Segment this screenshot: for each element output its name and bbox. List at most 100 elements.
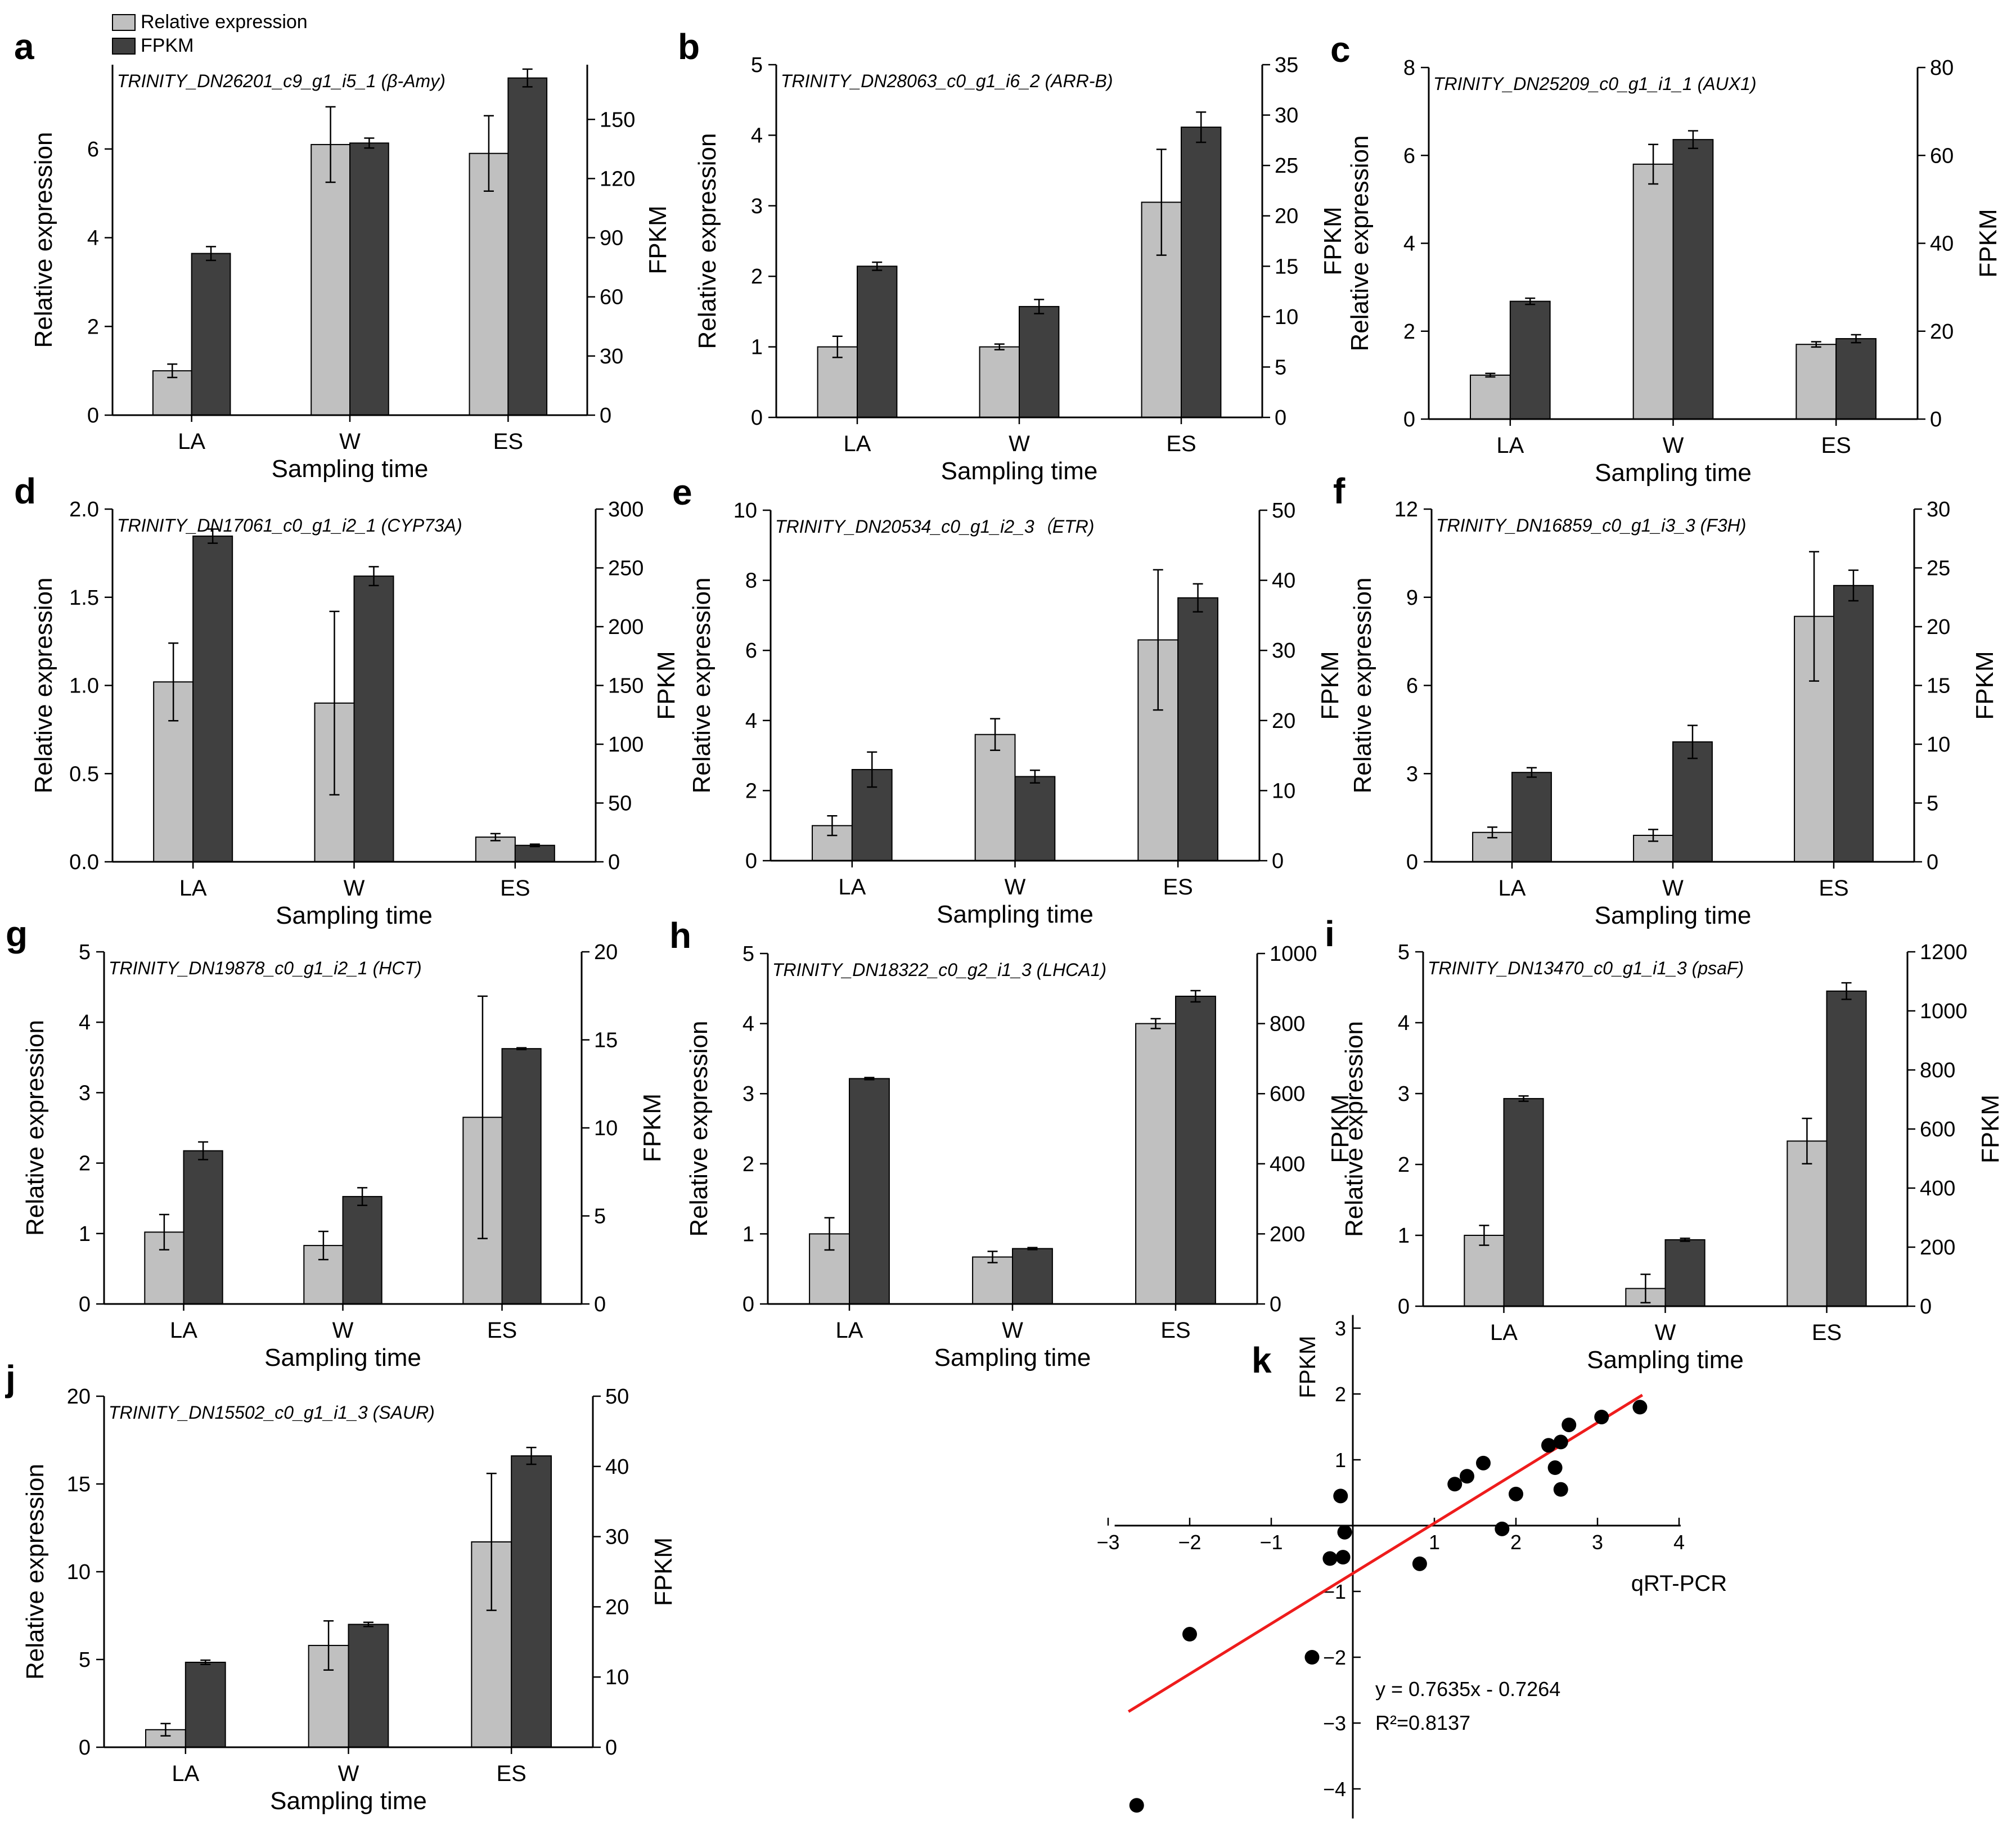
y-tick-label: 6 — [1406, 674, 1418, 698]
r-squared: R²=0.8137 — [1375, 1711, 1470, 1734]
bar-fpkm-W — [1672, 139, 1714, 420]
error-bar-relative-ES — [483, 115, 494, 192]
bar-relative-ES — [1135, 1023, 1176, 1305]
y2-tick-label: 200 — [1920, 1236, 1955, 1260]
error-bar-relative-W — [1648, 143, 1659, 185]
x-tick-label-W: W — [1005, 875, 1026, 899]
y-axis-label: Relative expression — [694, 133, 721, 349]
y2-tick-label: 20 — [1272, 709, 1295, 733]
y2-tick-label: 90 — [600, 227, 623, 250]
y-tick-label: 9 — [1406, 586, 1418, 610]
y-axis-label: Relative expression — [685, 1021, 713, 1237]
bar-relative-ES — [1796, 344, 1837, 420]
bar-fpkm-ES — [1181, 127, 1222, 419]
y2-tick-label: 0 — [605, 1736, 617, 1760]
y2-tick-label: 60 — [1930, 144, 1954, 168]
y-tick-label: 4 — [87, 227, 99, 250]
bar-fpkm-LA — [183, 1150, 223, 1305]
y-tick-label: 8 — [1403, 56, 1415, 80]
y2-tick-label: 10 — [605, 1666, 629, 1689]
y-tick-label: 0.5 — [69, 762, 99, 786]
data-point — [1447, 1477, 1462, 1492]
data-point — [1182, 1627, 1197, 1642]
x-tick-label-W: W — [332, 1318, 354, 1343]
y-tick-label: 20 — [67, 1385, 91, 1409]
y-tick-label: 0 — [1398, 1295, 1410, 1319]
y2-tick-label: 150 — [600, 108, 635, 132]
y2-tick-label: 10 — [1275, 305, 1298, 329]
x-tick-label-W: W — [1002, 1318, 1023, 1343]
panel-title: TRINITY_DN25209_c0_g1_i1_1 (AUX1) — [1433, 74, 1757, 94]
y2-tick-label: 40 — [605, 1455, 629, 1479]
panels: aLA W ES02460306090120150TRINITY_DN26201_c… — [5, 26, 2004, 1819]
error-bar-fpkm-ES — [1192, 583, 1203, 613]
y2-tick-label: 1000 — [1270, 942, 1317, 966]
x-tick-label-ES: ES — [1163, 875, 1192, 899]
bar-fpkm-W — [1672, 741, 1713, 862]
y2-tick-label: 30 — [1272, 639, 1295, 663]
y2-tick-label: 0 — [1275, 406, 1286, 430]
y-axis-label: Relative expression — [1349, 578, 1376, 794]
y2-tick-label: 1000 — [1920, 1000, 1968, 1023]
bar-relative-W — [974, 734, 1016, 861]
error-bar-relative-LA — [1479, 1225, 1490, 1246]
panel-j: j LA W ES 0 5 10 15 20 0 10 20 30 40 50 TRINITY_DN15502… — [5, 1358, 677, 1815]
error-bar-fpkm-W — [1680, 1238, 1690, 1242]
y2-axis-label: FPKM — [1319, 206, 1347, 275]
x-tick-label-ES: ES — [500, 876, 530, 901]
y-tick-label: 0 — [1406, 851, 1418, 874]
y-tick-label: 5 — [79, 1648, 91, 1672]
panel-letter: k — [1252, 1340, 1272, 1380]
x-tick-label-LA: LA — [170, 1318, 197, 1343]
x-axis-label: Sampling time — [1587, 1346, 1744, 1374]
x-axis-label: Sampling time — [1595, 902, 1752, 929]
data-point — [1476, 1455, 1491, 1470]
y2-tick-label: 30 — [1927, 498, 1950, 521]
y-tick-label: 1.5 — [69, 586, 99, 610]
panel-letter: h — [669, 915, 691, 956]
y-axis-label: Relative expression — [688, 578, 716, 794]
error-bar-fpkm-W — [357, 1187, 368, 1206]
data-point — [1547, 1460, 1563, 1476]
y-tick-label: 2 — [1403, 320, 1415, 344]
bar-relative-W — [310, 143, 350, 416]
y2-tick-label: 40 — [1930, 232, 1954, 256]
y-tick-label: 0 — [745, 849, 757, 873]
y2-axis-label: FPKM — [1316, 651, 1344, 719]
x-axis-label: Sampling time — [934, 1344, 1091, 1371]
y2-tick-label: 15 — [594, 1029, 618, 1053]
error-bar-fpkm-ES — [516, 1047, 527, 1050]
x-tick-label-LA: LA — [1498, 876, 1526, 901]
error-bar-fpkm-LA — [198, 1141, 209, 1161]
bar-relative-W — [979, 346, 1020, 418]
y2-tick-label: 30 — [605, 1526, 629, 1549]
y2-tick-label: 150 — [608, 674, 644, 698]
y-axis-label: Relative expression — [21, 1464, 49, 1680]
y2-tick-label: 0 — [1920, 1295, 1932, 1319]
y2-axis-label: FPKM — [1977, 1095, 2004, 1163]
y-axis-label: Relative expression — [21, 1020, 49, 1236]
y2-tick-label: 200 — [608, 615, 644, 639]
x-tick-label-ES: ES — [496, 1761, 526, 1786]
x-tick-label-LA: LA — [836, 1318, 863, 1343]
error-bar-relative-LA — [1485, 372, 1496, 378]
x-tick-label-ES: ES — [1166, 431, 1196, 456]
y-tick-label: 1 — [751, 336, 763, 359]
error-bar-relative-ES — [1150, 1018, 1161, 1029]
y-tick-label: 2 — [742, 1153, 754, 1176]
error-bar-relative-LA — [167, 363, 178, 379]
y-tick-label: 4 — [742, 1013, 754, 1036]
error-bar-relative-W — [323, 1620, 334, 1671]
x-tick-label-ES: ES — [493, 429, 523, 454]
bar-fpkm-LA — [192, 536, 233, 862]
error-bar-fpkm-ES — [529, 843, 540, 848]
error-bar-relative-ES — [1802, 1117, 1812, 1164]
error-bar-relative-ES — [486, 1473, 497, 1611]
y-tick-label: 0 — [751, 406, 763, 430]
y2-tick-label: 25 — [1275, 154, 1298, 178]
error-bar-relative-LA — [159, 1213, 169, 1251]
x-tick-label-LA: LA — [844, 431, 871, 456]
error-bar-relative-W — [1648, 829, 1659, 842]
panel-title: TRINITY_DN26201_c9_g1_i5_1 (β-Amy) — [117, 71, 446, 91]
